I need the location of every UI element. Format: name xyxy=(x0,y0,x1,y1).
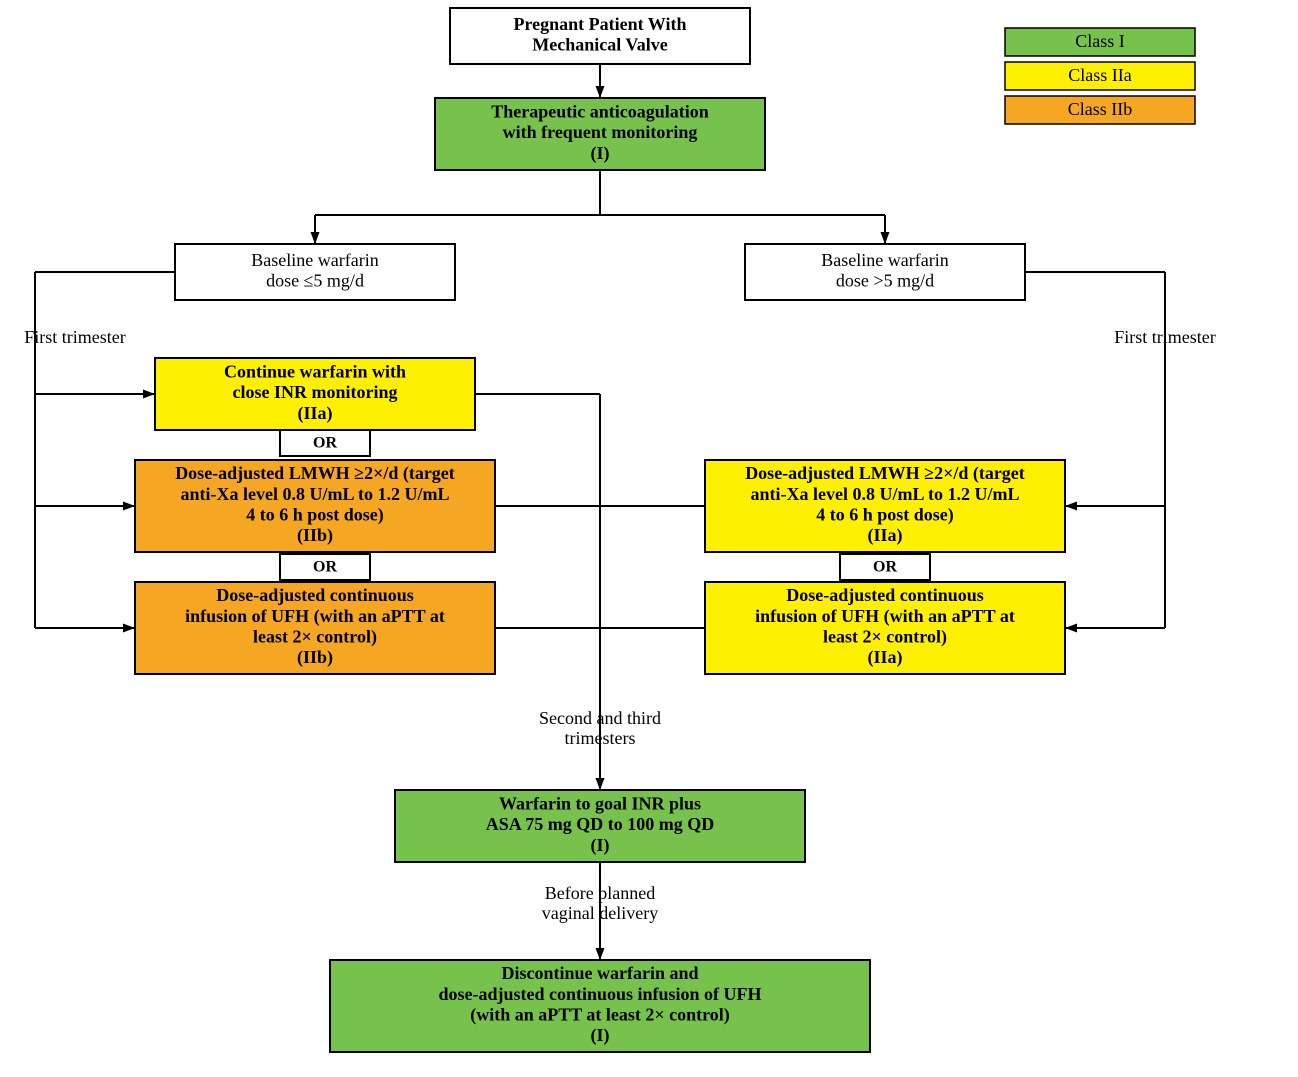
node-doseGT5: Baseline warfarindose >5 mg/d xyxy=(745,244,1025,300)
svg-text:4 to 6 h post dose): 4 to 6 h post dose) xyxy=(246,504,384,525)
svg-text:(IIa): (IIa) xyxy=(868,647,903,668)
svg-text:Pregnant Patient With: Pregnant Patient With xyxy=(513,14,686,34)
flowchart-canvas: Pregnant Patient WithMechanical Valve The… xyxy=(0,0,1298,1077)
svg-text:dose >5 mg/d: dose >5 mg/d xyxy=(836,270,934,290)
label-first-trimester-left: First trimester xyxy=(24,327,126,347)
svg-text:Continue warfarin with: Continue warfarin with xyxy=(224,361,406,381)
svg-text:Class IIb: Class IIb xyxy=(1068,99,1133,119)
or-pill-0: OR xyxy=(280,430,370,456)
svg-text:(I): (I) xyxy=(591,1025,610,1046)
svg-text:Dose-adjusted continuous: Dose-adjusted continuous xyxy=(216,585,414,605)
svg-text:OR: OR xyxy=(313,435,337,452)
node-warfarinGoal: Warfarin to goal INR plusASA 75 mg QD to… xyxy=(395,790,805,862)
svg-text:4 to 6 h post dose): 4 to 6 h post dose) xyxy=(816,504,954,525)
svg-text:Therapeutic anticoagulation: Therapeutic anticoagulation xyxy=(491,101,709,121)
legend-classI: Class I xyxy=(1005,28,1195,56)
node-doseLE5: Baseline warfarindose ≤5 mg/d xyxy=(175,244,455,300)
node-rightOpt3: Dose-adjusted continuousinfusion of UFH … xyxy=(705,582,1065,674)
node-leftOpt1: Continue warfarin withclose INR monitori… xyxy=(155,358,475,430)
node-anticoag: Therapeutic anticoagulationwith frequent… xyxy=(435,98,765,170)
svg-text:OR: OR xyxy=(873,559,897,576)
svg-text:close INR monitoring: close INR monitoring xyxy=(233,382,398,402)
legend-classIIb: Class IIb xyxy=(1005,96,1195,124)
svg-text:Dose-adjusted continuous: Dose-adjusted continuous xyxy=(786,585,984,605)
svg-text:Baseline warfarin: Baseline warfarin xyxy=(821,250,948,270)
svg-text:Discontinue warfarin and: Discontinue warfarin and xyxy=(501,963,698,983)
node-rightOpt2: Dose-adjusted LMWH ≥2×/d (targetanti-Xa … xyxy=(705,460,1065,552)
svg-text:with frequent monitoring: with frequent monitoring xyxy=(503,122,698,142)
svg-text:Dose-adjusted LMWH ≥2×/d (targ: Dose-adjusted LMWH ≥2×/d (target xyxy=(745,463,1025,484)
svg-text:dose-adjusted continuous infus: dose-adjusted continuous infusion of UFH xyxy=(438,984,761,1004)
svg-text:(IIb): (IIb) xyxy=(297,647,333,668)
svg-text:(IIa): (IIa) xyxy=(298,403,333,424)
svg-text:(with an aPTT at least 2× cont: (with an aPTT at least 2× control) xyxy=(470,1004,730,1025)
svg-text:anti-Xa level 0.8 U/mL to 1.2: anti-Xa level 0.8 U/mL to 1.2 U/mL xyxy=(181,484,450,504)
svg-text:infusion of UFH (with an aPTT: infusion of UFH (with an aPTT at xyxy=(755,606,1015,627)
svg-text:Warfarin to goal INR plus: Warfarin to goal INR plus xyxy=(499,793,701,813)
node-leftOpt2: Dose-adjusted LMWH ≥2×/d (targetanti-Xa … xyxy=(135,460,495,552)
or-pill-2: OR xyxy=(840,554,930,580)
svg-text:anti-Xa level 0.8 U/mL to 1.2: anti-Xa level 0.8 U/mL to 1.2 U/mL xyxy=(751,484,1020,504)
svg-text:Class I: Class I xyxy=(1075,31,1125,51)
svg-text:(IIa): (IIa) xyxy=(868,525,903,546)
node-leftOpt3: Dose-adjusted continuousinfusion of UFH … xyxy=(135,582,495,674)
svg-text:ASA 75 mg QD to 100 mg QD: ASA 75 mg QD to 100 mg QD xyxy=(486,814,715,834)
svg-text:(IIb): (IIb) xyxy=(297,525,333,546)
node-discontinue: Discontinue warfarin anddose-adjusted co… xyxy=(330,960,870,1052)
svg-text:Mechanical Valve: Mechanical Valve xyxy=(532,34,668,54)
svg-text:OR: OR xyxy=(313,559,337,576)
node-start: Pregnant Patient WithMechanical Valve xyxy=(450,8,750,64)
svg-text:dose ≤5 mg/d: dose ≤5 mg/d xyxy=(266,270,364,290)
svg-text:(I): (I) xyxy=(591,143,610,164)
svg-text:least 2× control): least 2× control) xyxy=(823,626,947,647)
svg-text:Dose-adjusted LMWH ≥2×/d (targ: Dose-adjusted LMWH ≥2×/d (target xyxy=(175,463,455,484)
svg-text:Baseline warfarin: Baseline warfarin xyxy=(251,250,378,270)
svg-text:least 2× control): least 2× control) xyxy=(253,626,377,647)
svg-text:(I): (I) xyxy=(591,835,610,856)
svg-text:Class IIa: Class IIa xyxy=(1068,65,1131,85)
or-pill-1: OR xyxy=(280,554,370,580)
legend-classIIa: Class IIa xyxy=(1005,62,1195,90)
svg-text:infusion of UFH (with an aPTT: infusion of UFH (with an aPTT at xyxy=(185,606,445,627)
